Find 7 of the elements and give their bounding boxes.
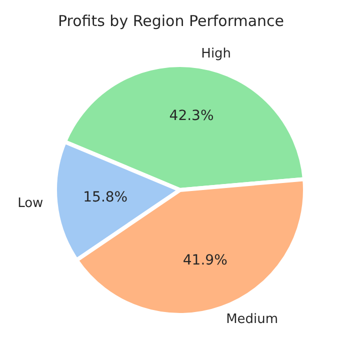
data-label: 41.9% xyxy=(182,252,228,269)
chart-title: Profits by Region Performance xyxy=(56,11,286,30)
slice-label: Medium xyxy=(226,312,278,328)
data-label: 15.8% xyxy=(83,189,128,206)
data-label: 42.3% xyxy=(169,108,214,124)
slice-label: High xyxy=(201,46,232,62)
slice-label: Low xyxy=(18,196,44,212)
